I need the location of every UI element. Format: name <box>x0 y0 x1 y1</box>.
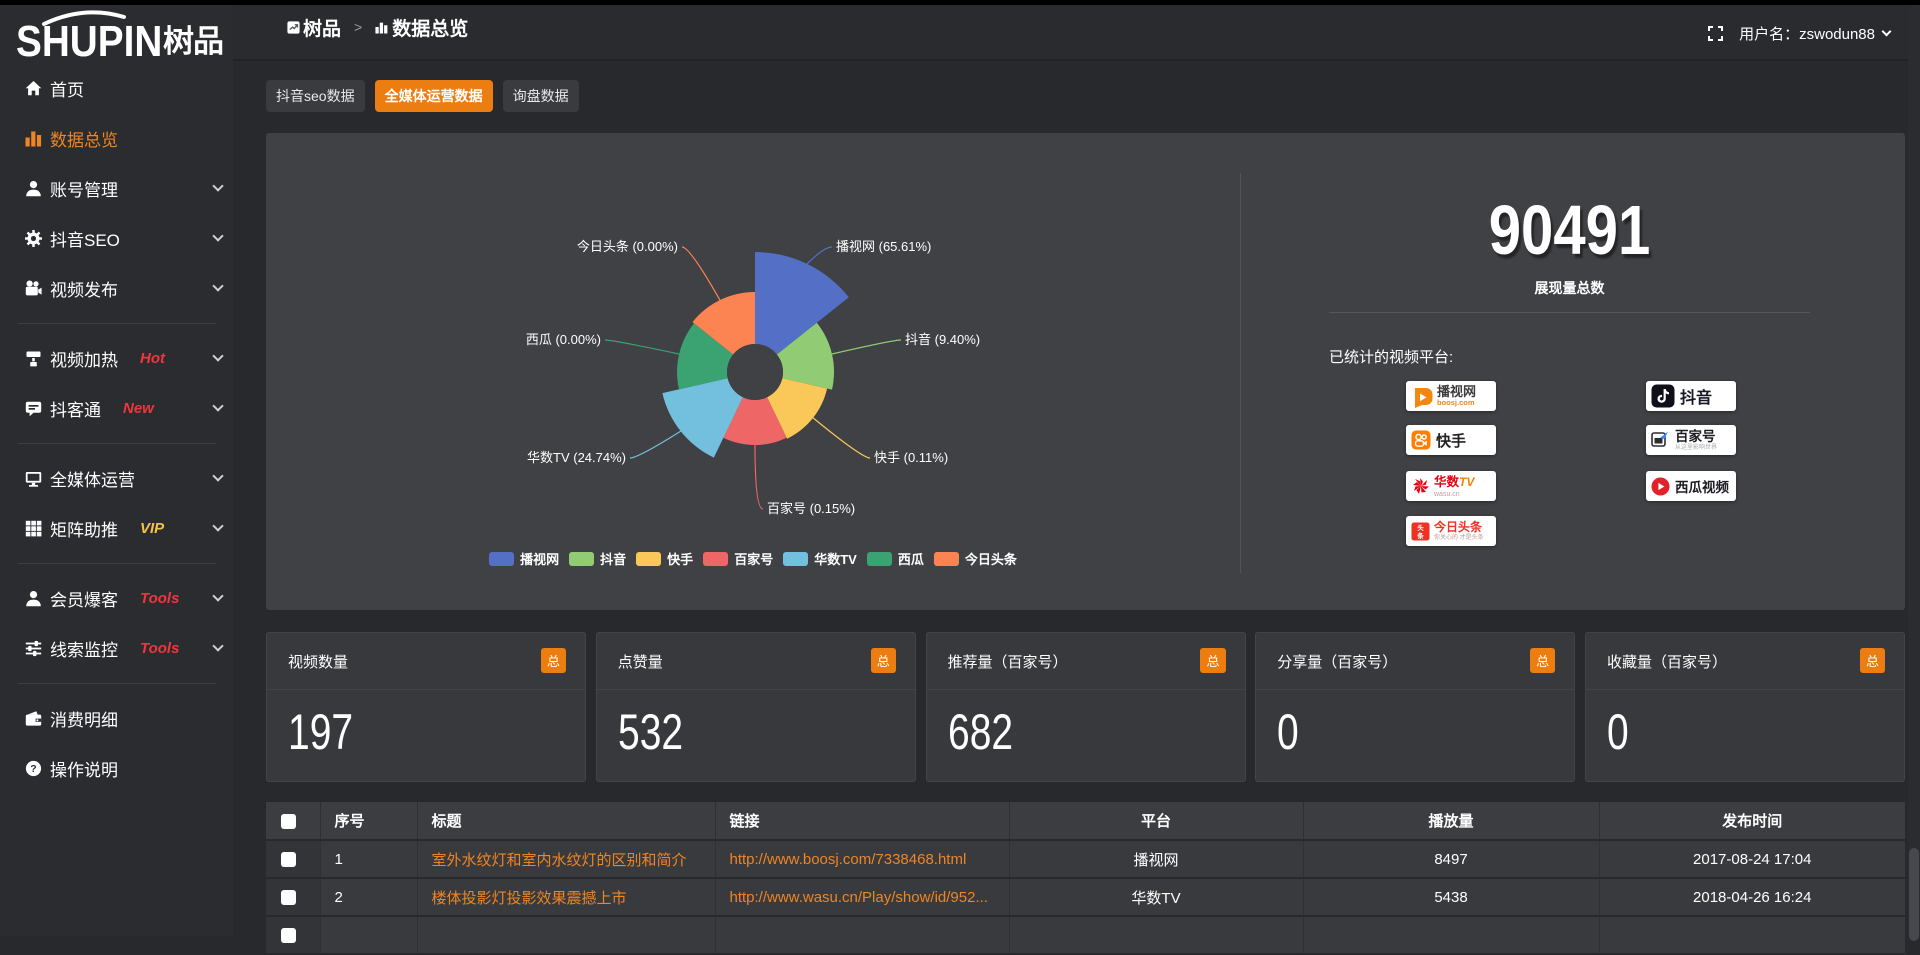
svg-text:快手 (0.11%): 快手 (0.11%) <box>874 450 948 465</box>
svg-text:华数TV (24.74%): 华数TV (24.74%) <box>527 450 626 465</box>
svg-text:西瓜 (0.00%): 西瓜 (0.00%) <box>526 332 601 347</box>
svg-text:?: ? <box>30 763 36 775</box>
svg-text:头: 头 <box>1417 523 1424 532</box>
svg-text:条: 条 <box>1417 530 1424 539</box>
svg-text:抖音 (9.40%): 抖音 (9.40%) <box>905 332 980 347</box>
svg-text:百家号 (0.15%): 百家号 (0.15%) <box>767 501 855 516</box>
svg-text:播视网 (65.61%): 播视网 (65.61%) <box>836 239 931 254</box>
svg-text:今日头条 (0.00%): 今日头条 (0.00%) <box>577 239 678 254</box>
